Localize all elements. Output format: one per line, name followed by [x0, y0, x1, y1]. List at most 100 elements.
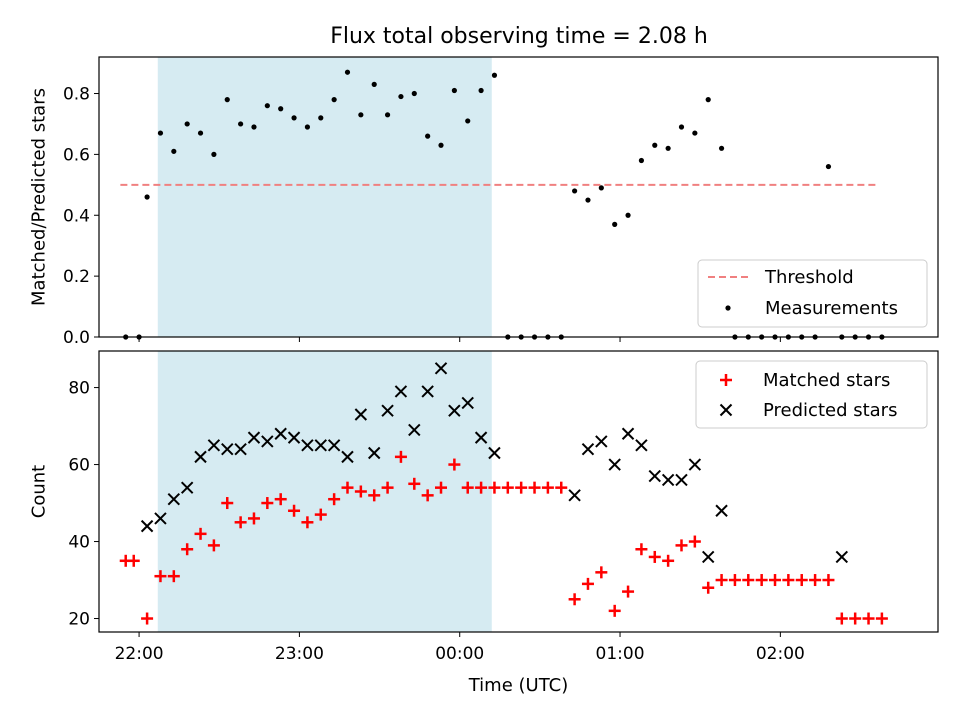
x-tick-label: 00:00: [435, 644, 484, 664]
y-tick-label: 0.8: [63, 85, 90, 105]
cross-marker: [635, 439, 648, 452]
cross-marker: [675, 473, 688, 487]
plus-marker: [194, 527, 207, 540]
plus-marker: [515, 481, 528, 494]
measurement-point: [331, 97, 337, 103]
plus-marker: [141, 612, 154, 625]
cross-marker: [368, 446, 381, 460]
plus-marker: [354, 485, 367, 498]
plus-marker: [622, 585, 635, 598]
plus-marker: [154, 570, 167, 583]
plus-marker: [368, 489, 381, 502]
cross-marker: [648, 469, 661, 483]
cross-marker: [448, 404, 461, 417]
plus-marker: [809, 574, 822, 587]
legend-matched-label: Matched stars: [763, 370, 890, 391]
cross-marker: [488, 446, 501, 460]
cross-marker: [688, 458, 702, 471]
measurement-point: [278, 106, 284, 112]
plus-marker: [408, 477, 421, 490]
measurement-point: [678, 124, 685, 130]
plus-marker: [648, 550, 661, 563]
cross-marker: [327, 439, 341, 452]
measurement-point: [238, 121, 244, 127]
measurement-point: [692, 130, 698, 136]
count-shaded-region: [157, 351, 492, 632]
plus-marker: [461, 481, 474, 494]
plus-marker: [715, 574, 728, 587]
count-ylabel: Count: [28, 465, 49, 518]
legend-predicted-swatch: [719, 403, 733, 417]
measurement-point: [291, 115, 297, 121]
plus-marker: [448, 458, 461, 471]
cross-marker: [180, 481, 194, 494]
measurement-point: [371, 81, 377, 87]
plus-marker: [662, 554, 675, 567]
plus-marker: [702, 581, 715, 594]
plus-marker: [769, 574, 782, 587]
count-legend: Matched stars Predicted stars: [695, 360, 928, 429]
measurement-point: [478, 87, 484, 94]
plus-marker: [341, 481, 354, 494]
y-tick-label: 0.6: [63, 145, 90, 165]
plus-marker: [274, 493, 287, 506]
count-panel-background-layer: [157, 351, 492, 632]
count-axes-frame: [98, 350, 939, 633]
measurement-point: [718, 145, 725, 151]
cross-marker: [461, 396, 474, 410]
count-xlabel: Time (UTC): [468, 675, 569, 696]
cross-marker: [140, 519, 154, 533]
measurement-point: [625, 212, 631, 218]
plus-marker: [555, 481, 568, 494]
cross-marker: [274, 427, 287, 440]
cross-marker: [702, 550, 715, 564]
plus-marker: [728, 574, 741, 587]
plus-marker: [688, 535, 701, 548]
plus-marker: [314, 508, 327, 521]
plus-marker: [381, 481, 394, 494]
plus-marker: [288, 504, 301, 517]
ratio-panel: 0.00.20.40.60.8 Matched/Predicted stars …: [28, 56, 939, 348]
measurement-point: [344, 69, 351, 75]
legend-predicted-label: Predicted stars: [763, 400, 897, 421]
plus-marker: [261, 497, 274, 510]
measurement-point: [451, 87, 457, 94]
plus-marker: [822, 574, 835, 587]
cross-marker: [194, 450, 207, 464]
plus-marker: [675, 539, 688, 552]
measurement-point: [491, 72, 498, 78]
ratio-panel-background-layer: [120, 57, 880, 337]
plus-marker: [221, 497, 234, 510]
cross-marker: [621, 427, 635, 440]
plus-marker: [595, 566, 608, 579]
ratio-legend: Threshold Measurements: [697, 259, 928, 328]
measurement-point: [438, 142, 444, 148]
measurement-point: [705, 97, 711, 103]
measurement-point: [652, 142, 658, 148]
y-tick-label: 0.2: [63, 267, 90, 287]
plus-marker: [835, 612, 848, 625]
cross-marker: [381, 404, 394, 417]
y-tick-label: 60: [68, 456, 90, 476]
cross-marker: [434, 362, 448, 375]
measurement-point: [638, 157, 645, 164]
y-tick-label: 80: [68, 379, 90, 399]
cross-marker: [408, 423, 421, 437]
cross-marker: [421, 385, 434, 398]
cross-marker: [247, 431, 261, 444]
plus-marker: [568, 593, 581, 606]
cross-marker: [394, 385, 408, 398]
ratio-legend-box: [697, 259, 928, 328]
plus-marker: [475, 481, 488, 494]
measurement-point: [184, 121, 190, 127]
ratio-panel-axes-layer: 0.0 0.2 0.4 0.6 0.8: [63, 56, 939, 348]
ratio-axes-frame: [98, 56, 939, 338]
measurement-point: [825, 163, 832, 170]
cross-marker: [287, 431, 301, 444]
measurement-point: [211, 151, 217, 157]
figure-title: Flux total observing time = 2.08 h: [330, 24, 708, 49]
count-panel-data-layer: [119, 362, 888, 625]
plus-marker: [581, 577, 594, 590]
